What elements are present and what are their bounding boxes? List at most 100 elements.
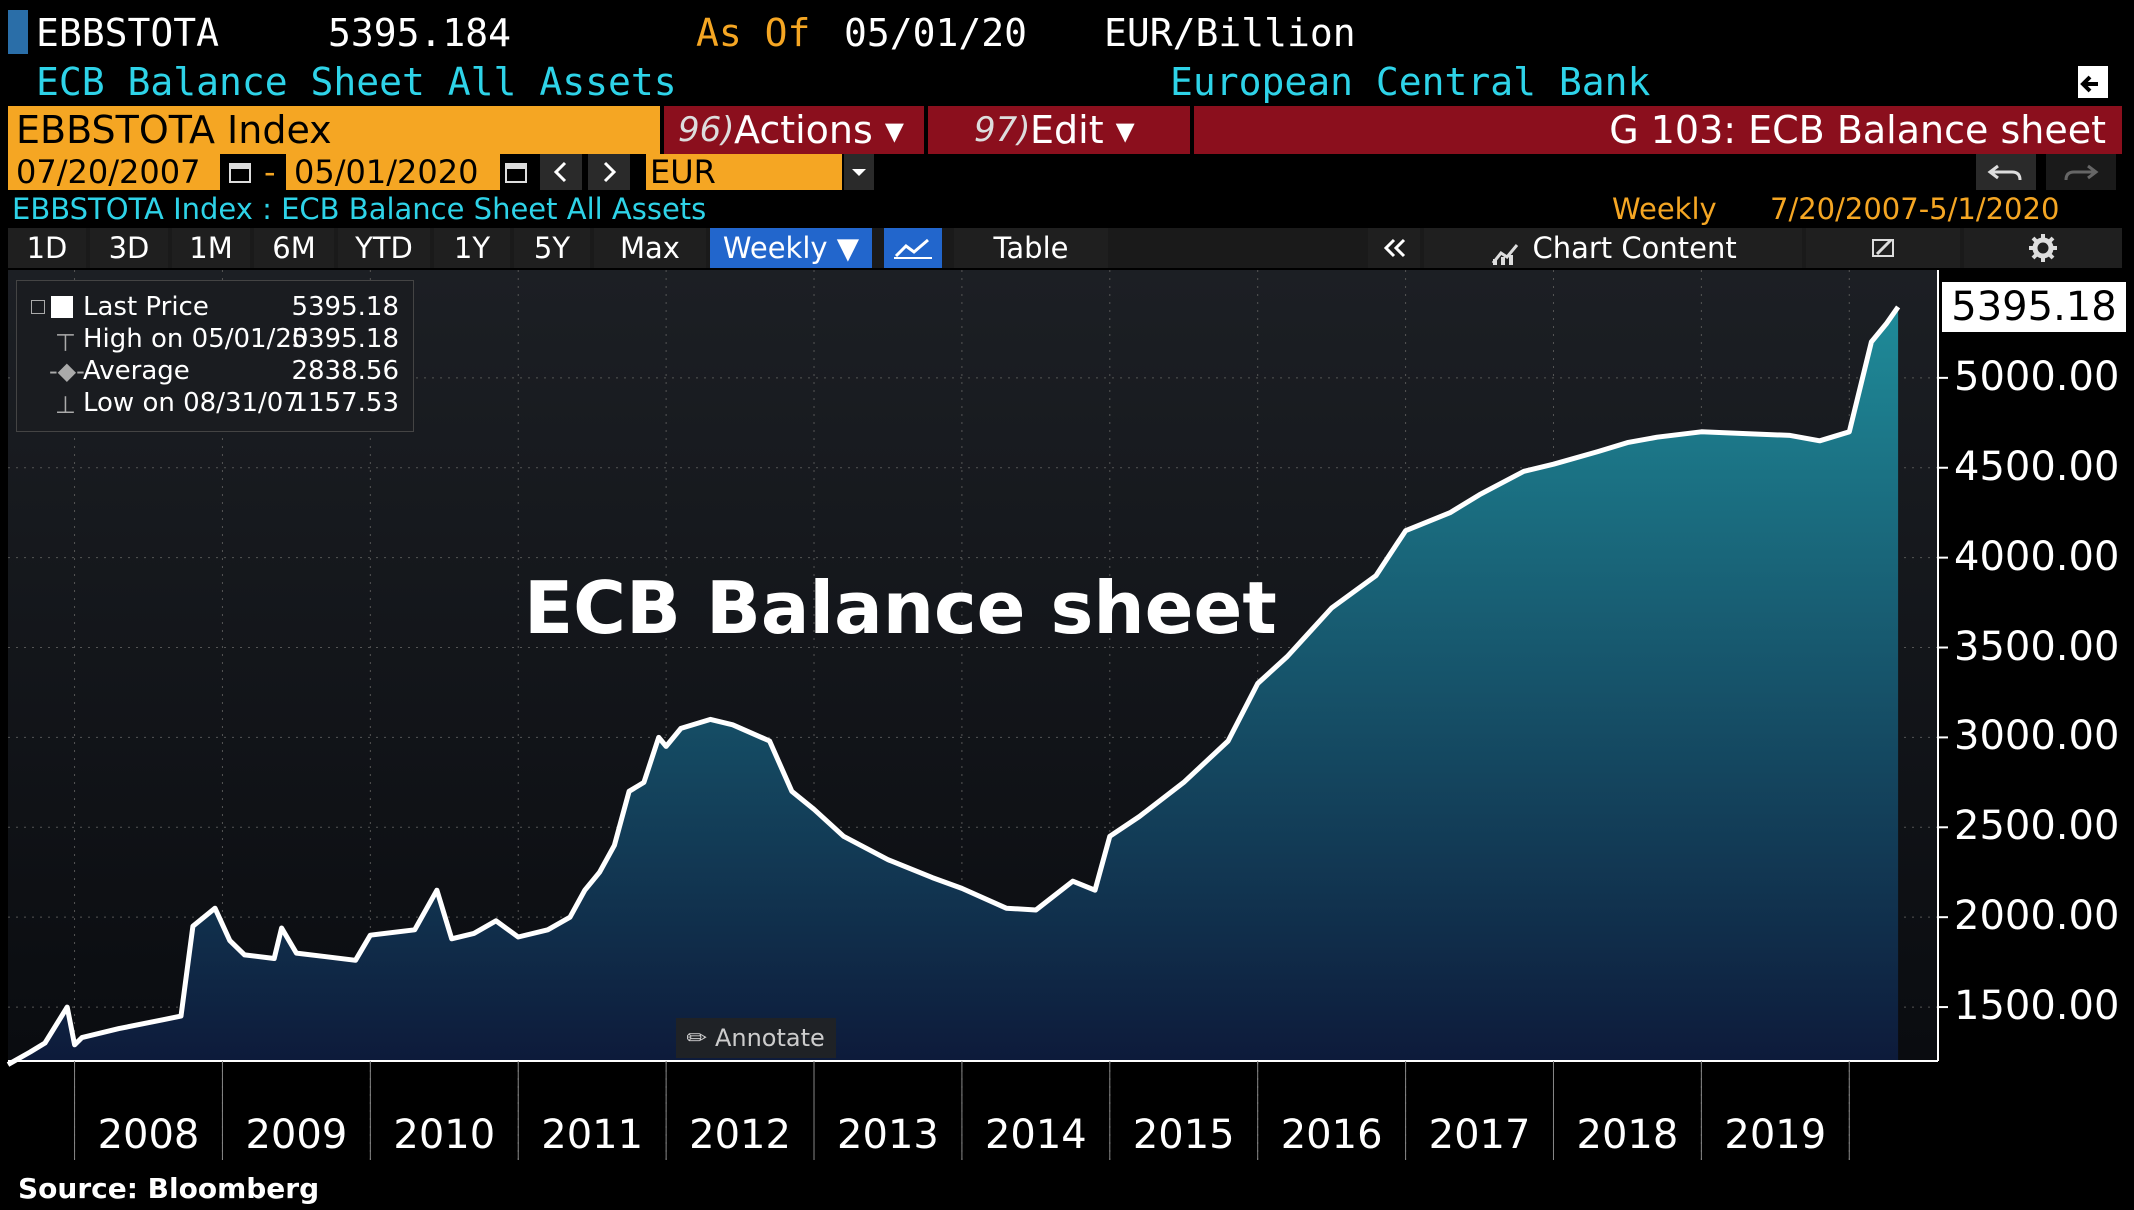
y-tick-label: 5000.00 xyxy=(1954,353,2120,400)
legend-low: ⊥ Low on 08/31/07 1157.53 xyxy=(17,387,413,419)
next-period-button[interactable] xyxy=(588,154,630,190)
start-date-input[interactable]: 07/20/2007 xyxy=(8,154,220,190)
x-tick-label: 2013 xyxy=(837,1112,939,1158)
tab-6m[interactable]: 6M xyxy=(254,228,334,268)
y-tick-label: 3500.00 xyxy=(1954,623,2120,670)
collapse-icon[interactable] xyxy=(1368,228,1420,268)
source-name: European Central Bank xyxy=(1170,60,1651,104)
security-description: ECB Balance Sheet All Assets xyxy=(36,60,677,104)
settings-gear-icon[interactable] xyxy=(1964,228,2122,268)
edit-menu[interactable]: 97) Edit ▾ xyxy=(928,106,1190,154)
x-tick-label: 2019 xyxy=(1724,1112,1827,1158)
legend-collapse-icon[interactable] xyxy=(31,300,45,314)
legend-high: ⊤ High on 05/01/20 5395.18 xyxy=(17,323,413,357)
legend-last-swatch xyxy=(51,296,73,318)
source-footer: Source: Bloomberg xyxy=(18,1172,320,1205)
legend-low-label: Low on 08/31/07 xyxy=(83,388,300,418)
x-tick-label: 2015 xyxy=(1132,1112,1235,1158)
y-tick-label: 2000.00 xyxy=(1954,893,2120,940)
x-tick-label: 2017 xyxy=(1428,1112,1531,1158)
table-view-button[interactable]: Table xyxy=(954,228,1108,268)
start-calendar-icon[interactable] xyxy=(228,158,252,186)
y-tick-label: 2500.00 xyxy=(1954,803,2120,850)
as-of-label: As Of xyxy=(696,11,811,55)
balance-sheet-area xyxy=(8,306,1899,1065)
x-tick-label: 2009 xyxy=(245,1112,348,1158)
end-date-text: 05/01/2020 xyxy=(294,153,479,191)
x-tick-label: 2012 xyxy=(689,1112,791,1158)
undo-icon[interactable] xyxy=(1976,154,2036,190)
tab-3d[interactable]: 3D xyxy=(90,228,168,268)
x-tick-label: 2010 xyxy=(393,1112,496,1158)
x-tick-label: 2008 xyxy=(97,1112,200,1158)
chart-content-label: Chart Content xyxy=(1532,231,1737,265)
edit-label: Edit ▾ xyxy=(1030,108,1135,152)
date-separator: - xyxy=(264,153,276,191)
legend-low-value: 1157.53 xyxy=(291,388,399,418)
last-price-tag: 5395.18 xyxy=(1942,281,2126,332)
redo-icon[interactable] xyxy=(2046,154,2116,190)
chart-title: ECB Balance sheet xyxy=(524,566,1277,650)
edit-chart-icon[interactable] xyxy=(1806,228,1960,268)
unit-label: EUR/Billion xyxy=(1104,11,1356,55)
legend-panel[interactable]: Last Price 5395.18 ⊤ High on 05/01/20 53… xyxy=(16,280,414,432)
chart-content-icon xyxy=(1489,237,1523,265)
actions-menu[interactable]: 96) Actions ▾ xyxy=(664,106,924,154)
tab-1y[interactable]: 1Y xyxy=(434,228,510,268)
y-tick-label: 1500.00 xyxy=(1954,983,2120,1030)
actions-label: Actions ▾ xyxy=(734,108,904,152)
legend-high-label: High on 05/01/20 xyxy=(83,324,309,354)
ticker-marker xyxy=(8,10,28,54)
legend-high-value: 5395.18 xyxy=(291,324,399,354)
index-field-text: EBBSTOTA Index xyxy=(16,108,332,152)
annotate-label: Annotate xyxy=(714,1024,825,1052)
legend-average: -◆- Average 2838.56 xyxy=(17,355,413,387)
page-title-bar: G 103: ECB Balance sheet xyxy=(1194,106,2122,154)
last-price-value: 5395.184 xyxy=(328,11,512,55)
end-calendar-icon[interactable] xyxy=(504,158,528,186)
frequency-label: Weekly xyxy=(1612,192,1717,226)
chart-subtitle: EBBSTOTA Index : ECB Balance Sheet All A… xyxy=(12,192,707,226)
y-tick-label: 4500.00 xyxy=(1954,443,2120,490)
legend-last-label: Last Price xyxy=(83,292,209,322)
tab-1d[interactable]: 1D xyxy=(8,228,86,268)
legend-average-label: Average xyxy=(83,356,190,386)
prev-period-button[interactable] xyxy=(540,154,582,190)
tab-max[interactable]: Max xyxy=(594,228,706,268)
frequency-dropdown[interactable]: Weekly ▼ xyxy=(710,228,872,268)
currency-value: EUR xyxy=(650,153,716,191)
x-tick-label: 2014 xyxy=(984,1112,1087,1158)
average-marker-icon: -◆- xyxy=(49,357,85,385)
currency-dropdown-icon[interactable] xyxy=(844,154,874,190)
chart-content-button[interactable]: Chart Content xyxy=(1424,228,1802,268)
end-date-input[interactable]: 05/01/2020 xyxy=(286,154,500,190)
start-date-text: 07/20/2007 xyxy=(16,153,201,191)
x-tick-label: 2011 xyxy=(541,1112,644,1158)
x-tick-label: 2016 xyxy=(1280,1112,1383,1158)
line-chart-icon[interactable] xyxy=(884,228,942,268)
index-field[interactable]: EBBSTOTA Index xyxy=(8,106,660,154)
legend-average-value: 2838.56 xyxy=(291,356,399,386)
as-of-date: 05/01/20 xyxy=(844,11,1028,55)
ticker-symbol: EBBSTOTA xyxy=(36,11,220,55)
currency-select[interactable]: EUR xyxy=(646,154,842,190)
actions-key: 96) xyxy=(678,110,735,150)
legend-last-price: Last Price 5395.18 xyxy=(17,291,413,323)
annotate-button[interactable]: ✎ Annotate xyxy=(676,1018,836,1058)
balance-sheet-line xyxy=(6,305,1901,1067)
tab-1m[interactable]: 1M xyxy=(172,228,250,268)
export-icon[interactable] xyxy=(2072,62,2116,102)
x-tick-label: 2018 xyxy=(1576,1112,1679,1158)
legend-last-value: 5395.18 xyxy=(291,292,399,322)
tab-ytd[interactable]: YTD xyxy=(338,228,430,268)
tab-5y[interactable]: 5Y xyxy=(514,228,590,268)
period-tabs: 1D 3D 1M 6M YTD 1Y 5Y Max Weekly ▼ Table… xyxy=(8,228,2122,268)
low-marker-icon: ⊥ xyxy=(55,391,76,419)
high-marker-icon: ⊤ xyxy=(55,329,76,357)
edit-key: 97) xyxy=(974,110,1031,150)
y-tick-label: 3000.00 xyxy=(1954,713,2120,760)
y-tick-label: 4000.00 xyxy=(1954,533,2120,580)
pencil-icon: ✎ xyxy=(680,1020,715,1056)
date-span-label: 7/20/2007-5/1/2020 xyxy=(1770,192,2060,226)
